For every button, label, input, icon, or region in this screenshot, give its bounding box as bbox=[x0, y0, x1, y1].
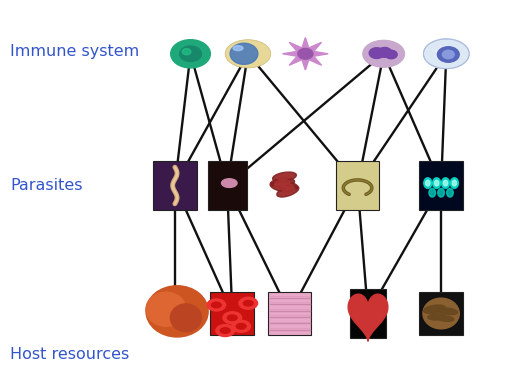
FancyBboxPatch shape bbox=[210, 292, 255, 335]
Circle shape bbox=[298, 49, 313, 59]
Ellipse shape bbox=[272, 172, 296, 181]
Ellipse shape bbox=[230, 43, 258, 65]
Ellipse shape bbox=[233, 46, 243, 50]
Ellipse shape bbox=[438, 188, 444, 197]
Ellipse shape bbox=[225, 40, 271, 68]
Circle shape bbox=[385, 50, 397, 59]
Ellipse shape bbox=[446, 39, 457, 46]
Text: Immune system: Immune system bbox=[10, 45, 140, 59]
Ellipse shape bbox=[457, 50, 469, 57]
Ellipse shape bbox=[239, 297, 257, 309]
Ellipse shape bbox=[277, 174, 292, 180]
Ellipse shape bbox=[363, 40, 405, 67]
Ellipse shape bbox=[423, 298, 459, 329]
FancyBboxPatch shape bbox=[419, 161, 464, 210]
FancyBboxPatch shape bbox=[350, 289, 386, 338]
Ellipse shape bbox=[146, 292, 186, 326]
Ellipse shape bbox=[446, 62, 457, 68]
Ellipse shape bbox=[452, 180, 457, 186]
Ellipse shape bbox=[450, 178, 458, 188]
Ellipse shape bbox=[424, 305, 445, 313]
Ellipse shape bbox=[207, 299, 226, 311]
Text: Parasites: Parasites bbox=[10, 178, 83, 193]
Ellipse shape bbox=[270, 178, 294, 187]
Circle shape bbox=[442, 50, 454, 59]
Ellipse shape bbox=[438, 308, 458, 315]
Ellipse shape bbox=[434, 180, 439, 186]
FancyBboxPatch shape bbox=[208, 161, 246, 210]
Ellipse shape bbox=[243, 301, 253, 306]
Ellipse shape bbox=[278, 183, 293, 188]
FancyBboxPatch shape bbox=[268, 292, 312, 335]
Ellipse shape bbox=[146, 286, 208, 337]
Circle shape bbox=[378, 47, 392, 58]
Ellipse shape bbox=[443, 180, 448, 186]
Ellipse shape bbox=[236, 324, 246, 329]
Polygon shape bbox=[348, 294, 388, 341]
Text: Host resources: Host resources bbox=[10, 347, 129, 362]
Ellipse shape bbox=[275, 180, 290, 185]
Ellipse shape bbox=[221, 179, 237, 187]
Ellipse shape bbox=[454, 43, 466, 50]
Polygon shape bbox=[282, 37, 328, 70]
Ellipse shape bbox=[447, 188, 453, 197]
Ellipse shape bbox=[426, 58, 438, 64]
Circle shape bbox=[437, 47, 459, 62]
Ellipse shape bbox=[277, 186, 299, 197]
Ellipse shape bbox=[216, 325, 234, 336]
Ellipse shape bbox=[223, 312, 242, 324]
Ellipse shape bbox=[228, 315, 237, 321]
FancyBboxPatch shape bbox=[337, 161, 378, 210]
Ellipse shape bbox=[270, 182, 293, 192]
Ellipse shape bbox=[423, 39, 469, 69]
Ellipse shape bbox=[275, 184, 289, 190]
Ellipse shape bbox=[281, 188, 295, 195]
Ellipse shape bbox=[426, 43, 438, 50]
Ellipse shape bbox=[274, 181, 298, 190]
Ellipse shape bbox=[170, 304, 201, 332]
Circle shape bbox=[180, 46, 201, 62]
Ellipse shape bbox=[423, 50, 435, 57]
Ellipse shape bbox=[232, 320, 251, 332]
FancyBboxPatch shape bbox=[419, 292, 464, 335]
Ellipse shape bbox=[220, 328, 230, 333]
Ellipse shape bbox=[435, 62, 447, 68]
Ellipse shape bbox=[433, 178, 441, 188]
Ellipse shape bbox=[428, 314, 445, 320]
Circle shape bbox=[182, 49, 191, 55]
Ellipse shape bbox=[429, 188, 435, 197]
FancyBboxPatch shape bbox=[153, 161, 197, 210]
Ellipse shape bbox=[437, 316, 454, 321]
Ellipse shape bbox=[425, 180, 430, 186]
Ellipse shape bbox=[442, 178, 449, 188]
Ellipse shape bbox=[373, 50, 388, 55]
Ellipse shape bbox=[211, 302, 221, 308]
Circle shape bbox=[369, 48, 384, 59]
Ellipse shape bbox=[424, 178, 432, 188]
Ellipse shape bbox=[454, 58, 466, 64]
Circle shape bbox=[171, 40, 210, 68]
Ellipse shape bbox=[435, 39, 447, 46]
